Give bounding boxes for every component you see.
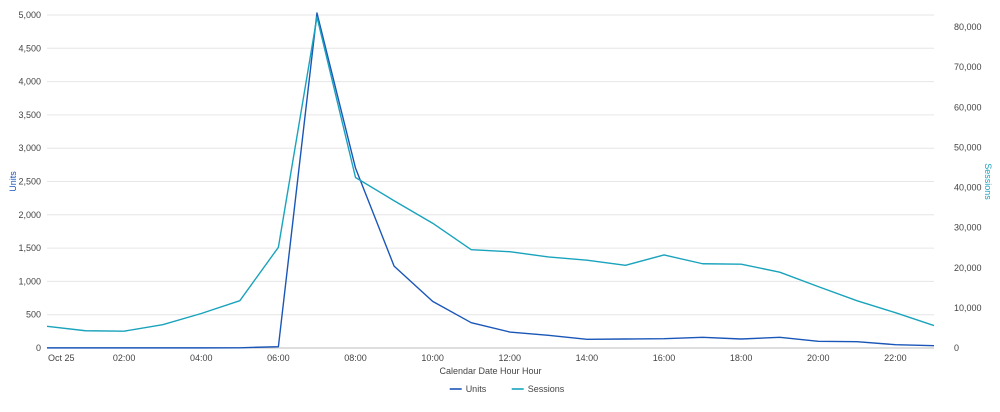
y-right-axis-title: Sessions [983, 163, 993, 200]
y-left-tick-label: 2,500 [18, 177, 41, 187]
units-series-line [47, 12, 935, 349]
y-left-tick-label: 500 [26, 310, 41, 320]
x-tick-label: 08:00 [344, 353, 367, 363]
x-tick-label: 16:00 [653, 353, 676, 363]
y-left-tick-label: 2,000 [18, 210, 41, 220]
x-tick-label: 02:00 [113, 353, 136, 363]
sessions-series-line [46, 16, 935, 332]
y-right-tick-label: 20,000 [954, 263, 982, 273]
x-tick-label: 06:00 [267, 353, 290, 363]
y-left-tick-label: 5,000 [18, 10, 41, 20]
y-right-tick-label: 30,000 [954, 223, 982, 233]
legend-label: Sessions [528, 384, 565, 394]
y-right-tick-label: 0 [954, 343, 959, 353]
y-left-tick-label: 3,000 [18, 143, 41, 153]
x-tick-label: 12:00 [499, 353, 522, 363]
y-right-tick-label: 40,000 [954, 183, 982, 193]
legend-item-units[interactable]: Units [449, 384, 487, 394]
x-tick-label: 22:00 [884, 353, 907, 363]
y-left-tick-label: 1,000 [18, 276, 41, 286]
y-left-tick-label: 1,500 [18, 243, 41, 253]
x-tick-label: 20:00 [807, 353, 830, 363]
y-right-tick-label: 60,000 [954, 102, 982, 112]
legend-label: Units [466, 384, 487, 394]
y-right-tick-label: 80,000 [954, 22, 982, 32]
x-tick-label: 10:00 [421, 353, 444, 363]
x-axis-title: Calendar Date Hour Hour [439, 366, 541, 376]
x-tick-label: 04:00 [190, 353, 213, 363]
legend-item-sessions[interactable]: Sessions [511, 384, 565, 394]
y-right-tick-label: 70,000 [954, 62, 982, 72]
x-tick-label: 14:00 [576, 353, 599, 363]
x-tick-label: 18:00 [730, 353, 753, 363]
y-left-tick-label: 0 [36, 343, 41, 353]
y-left-tick-label: 4,500 [18, 43, 41, 53]
y-right-tick-label: 10,000 [954, 303, 982, 313]
y-right-tick-label: 50,000 [954, 142, 982, 152]
y-left-axis-title: Units [8, 171, 18, 192]
y-left-tick-label: 3,500 [18, 110, 41, 120]
y-left-tick-label: 4,000 [18, 77, 41, 87]
x-tick-label: Oct 25 [48, 353, 75, 363]
